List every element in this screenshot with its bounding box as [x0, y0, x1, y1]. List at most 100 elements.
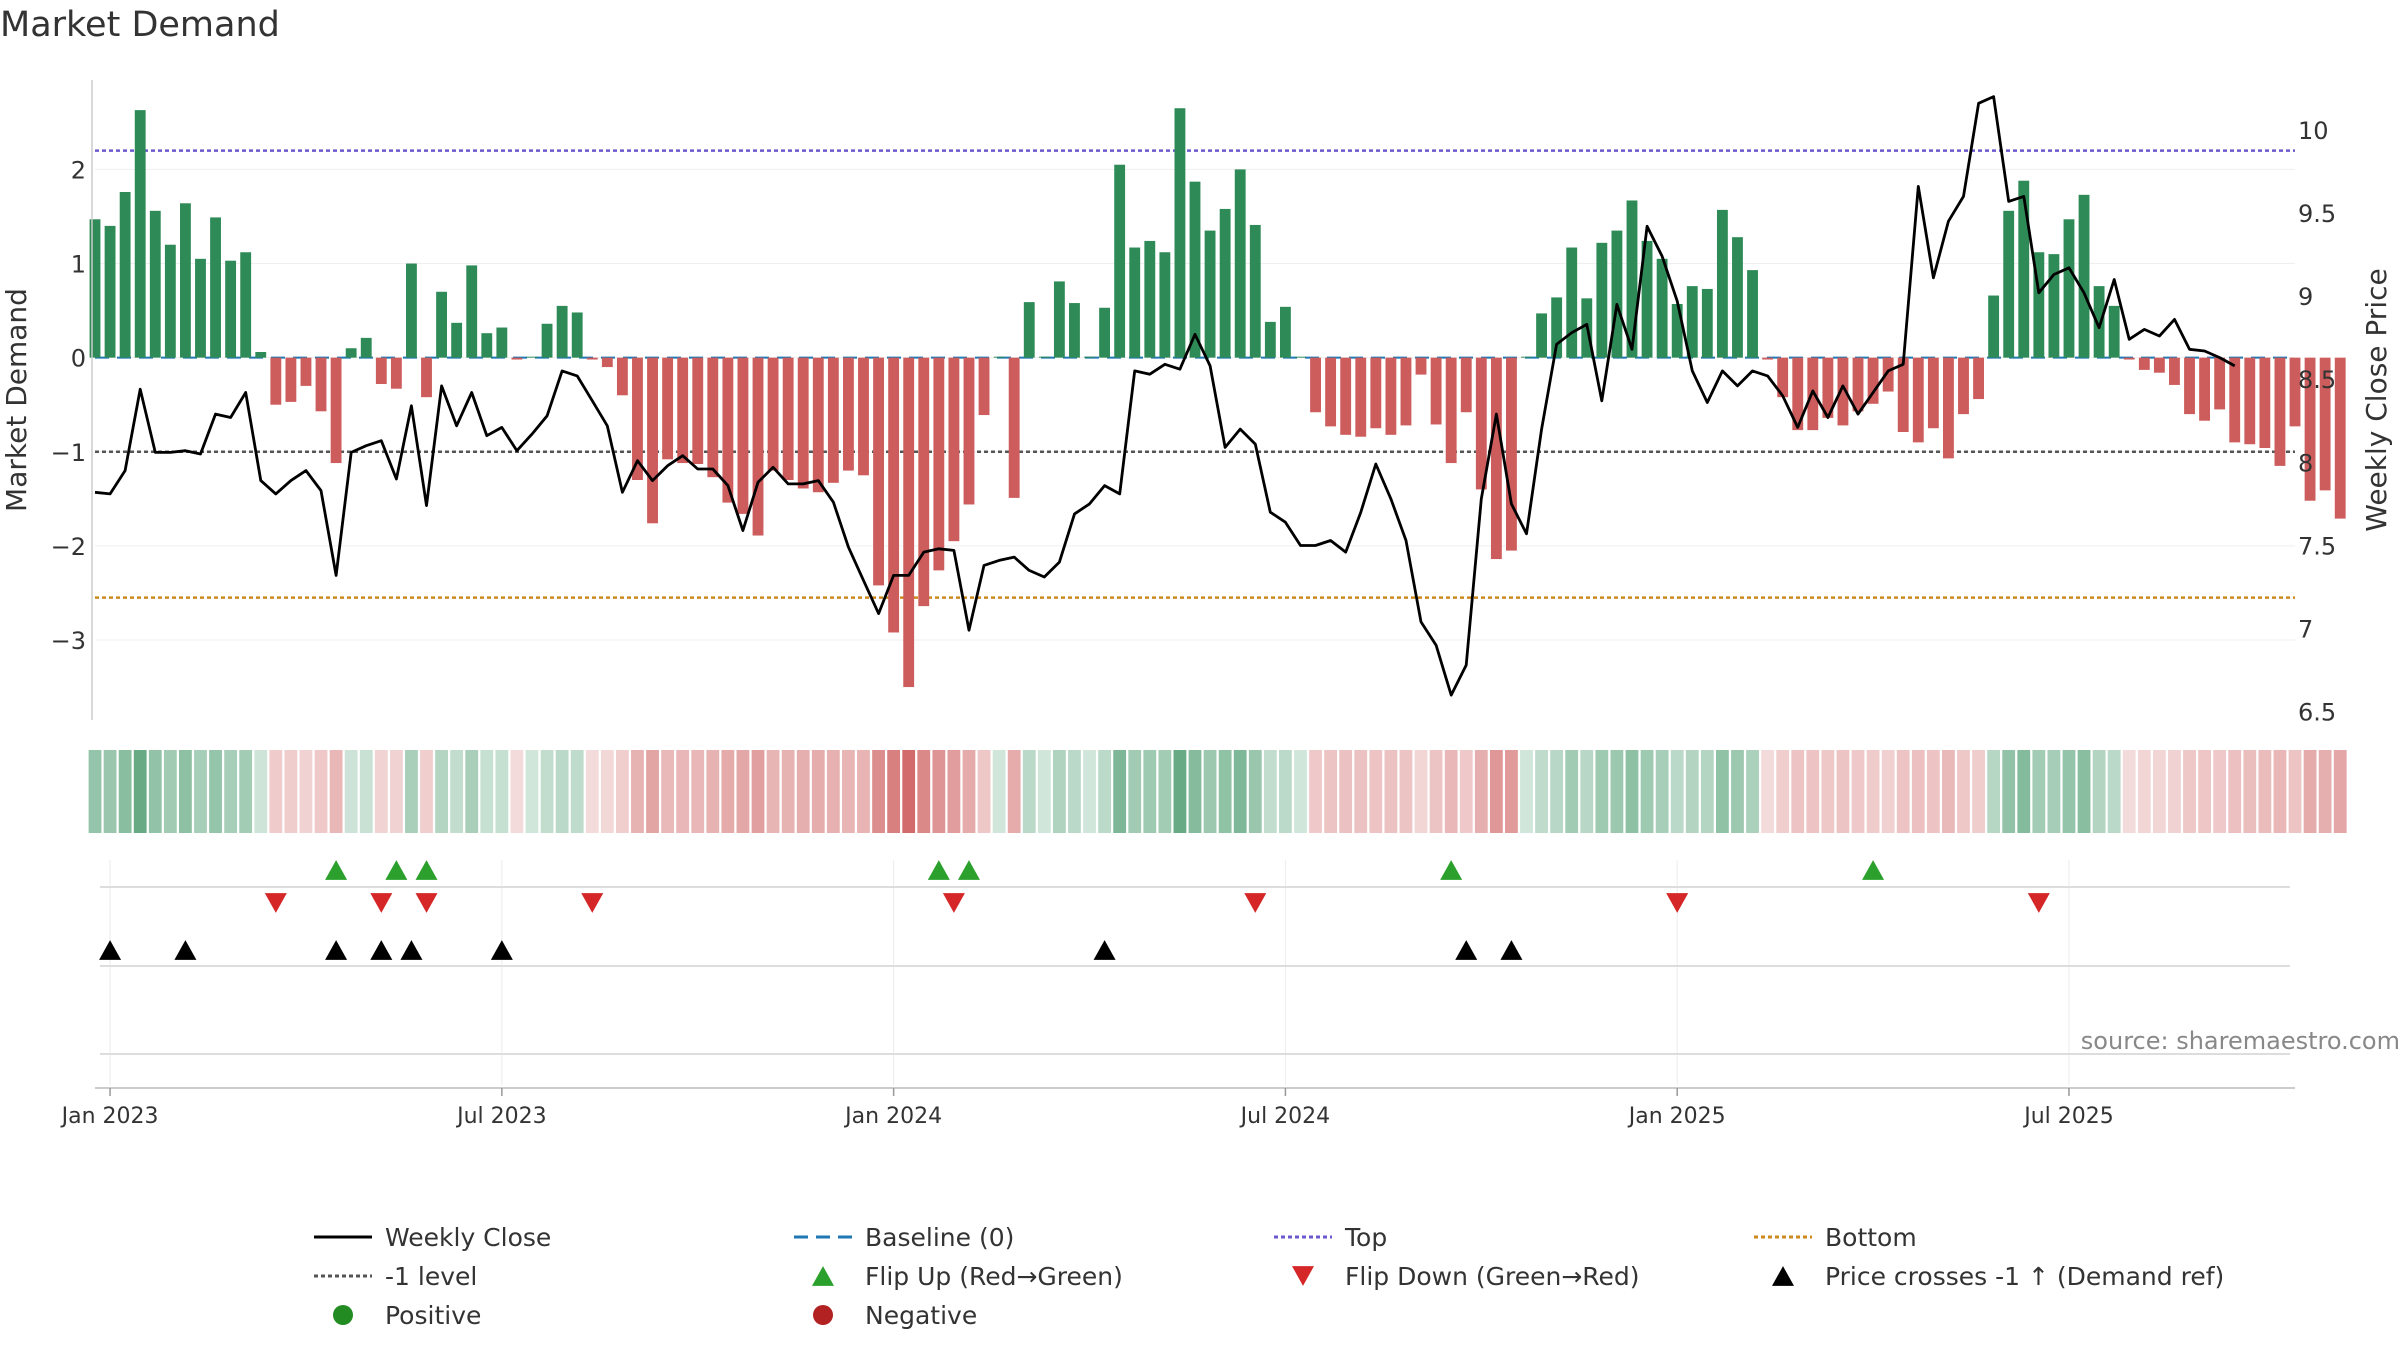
price-cross-marker — [174, 940, 197, 960]
positive-demand-bar — [1566, 247, 1578, 358]
weekly-close-line — [94, 95, 2236, 697]
heat-cell — [1399, 750, 1413, 833]
negative-demand-bar — [2289, 357, 2301, 427]
positive-demand-bar — [345, 348, 357, 358]
heat-cell — [420, 750, 433, 833]
heat-cell — [1987, 750, 2001, 833]
legend-label: Flip Down (Green→Red) — [1345, 1262, 1640, 1291]
flip-down-marker — [1244, 893, 1267, 913]
positive-demand-bar — [2003, 210, 2015, 358]
heat-cell — [1640, 750, 1654, 833]
heat-cell — [842, 750, 855, 833]
heat-cell — [2017, 750, 2031, 833]
negative-demand-bar — [797, 357, 809, 489]
positive-demand-bar — [1295, 356, 1306, 358]
right-tick-label: 9.5 — [2298, 200, 2336, 228]
heat-cell — [1128, 750, 1142, 833]
heat-cell — [1580, 750, 1594, 833]
heat-cell — [2168, 750, 2181, 833]
heat-cell — [826, 750, 840, 833]
positive-demand-bar — [1189, 181, 1201, 358]
heat-cell — [2062, 750, 2076, 833]
heat-cell — [314, 750, 328, 833]
heat-cell — [661, 750, 675, 833]
negative-demand-bar — [1430, 357, 1442, 425]
heat-cell — [917, 750, 931, 833]
heat-cell — [1218, 750, 1232, 833]
heat-cell — [299, 750, 313, 833]
heat-cell — [2213, 750, 2227, 833]
negative-demand-bar — [1355, 357, 1367, 437]
right-tick-label: 6.5 — [2298, 699, 2336, 727]
heat-cell — [435, 750, 448, 833]
negative-demand-bar — [390, 357, 402, 389]
positive-demand-bar — [1747, 270, 1758, 358]
heat-cell — [615, 750, 629, 833]
heat-cell — [1052, 750, 1066, 833]
positive-demand-bar — [1084, 356, 1095, 358]
negative-demand-bar — [330, 357, 342, 464]
heat-cell — [555, 750, 569, 833]
heat-cell — [1339, 750, 1353, 833]
heat-cell — [1761, 750, 1775, 833]
positive-demand-bar — [466, 265, 478, 358]
right-tick-label: 9 — [2298, 283, 2313, 311]
positive-demand-bar — [1701, 288, 1713, 358]
heat-cell — [1776, 750, 1790, 833]
heat-cell — [2198, 750, 2211, 833]
heat-cell — [947, 750, 961, 833]
heat-cell — [1279, 750, 1292, 833]
heat-cell — [1369, 750, 1383, 833]
demand-heat-strip — [88, 750, 2347, 833]
legend-label: Bottom — [1825, 1223, 1917, 1252]
flip-down-marker — [415, 893, 438, 913]
heat-cell — [1489, 750, 1503, 833]
legend-label: Price crosses -1 ↑ (Demand ref) — [1825, 1262, 2224, 1291]
positive-demand-bar — [1716, 209, 1728, 358]
heat-cell — [1670, 750, 1684, 833]
x-axis: Jan 2023 Jul 2023 Jan 2024 Jul 2024 Jan 2025… — [60, 1087, 2295, 1129]
heat-cell — [344, 750, 358, 833]
positive-demand-bar — [1641, 240, 1653, 358]
positive-demand-bar — [1038, 356, 1050, 358]
heat-cell — [811, 750, 825, 833]
heat-cell — [1309, 750, 1322, 833]
negative-demand-bar — [1415, 357, 1427, 375]
heat-cell — [1972, 750, 1985, 833]
positive-demand-bar — [1234, 169, 1246, 358]
right-tick-label: 7 — [2298, 616, 2313, 644]
heat-cell — [1294, 750, 1307, 833]
heat-cell — [796, 750, 810, 833]
positive-demand-bar — [451, 322, 463, 358]
positive-demand-bar — [255, 352, 267, 358]
positive-demand-bar — [1264, 321, 1276, 358]
heat-cell — [239, 750, 253, 833]
heat-cell — [1731, 750, 1744, 833]
heat-cell — [179, 750, 192, 833]
positive-demand-bar — [2033, 252, 2045, 358]
heat-cell — [932, 750, 946, 833]
negative-demand-bar — [677, 357, 689, 464]
heat-cell — [1173, 750, 1187, 833]
heat-cell — [902, 750, 916, 833]
positive-demand-bar — [210, 217, 221, 358]
negative-demand-bar — [2169, 357, 2180, 385]
negative-demand-bar — [1490, 357, 1502, 560]
positive-demand-bar — [1129, 247, 1141, 358]
positive-demand-bar — [1536, 313, 1547, 358]
positive-demand-bar — [993, 356, 1005, 358]
right-tick-label: 10 — [2298, 117, 2329, 145]
heat-cell — [1550, 750, 1564, 833]
positive-demand-bar — [1159, 252, 1171, 358]
heat-cell — [721, 750, 735, 833]
positive-demand-bar — [89, 219, 101, 358]
heat-cell — [269, 750, 283, 833]
right-tick-label: 8 — [2298, 449, 2313, 477]
flip-down-marker — [370, 893, 393, 913]
price-cross-marker — [400, 940, 423, 960]
negative-demand-bar — [812, 357, 824, 493]
left-tick-label: −1 — [51, 439, 86, 467]
flip-up-marker — [957, 860, 980, 880]
